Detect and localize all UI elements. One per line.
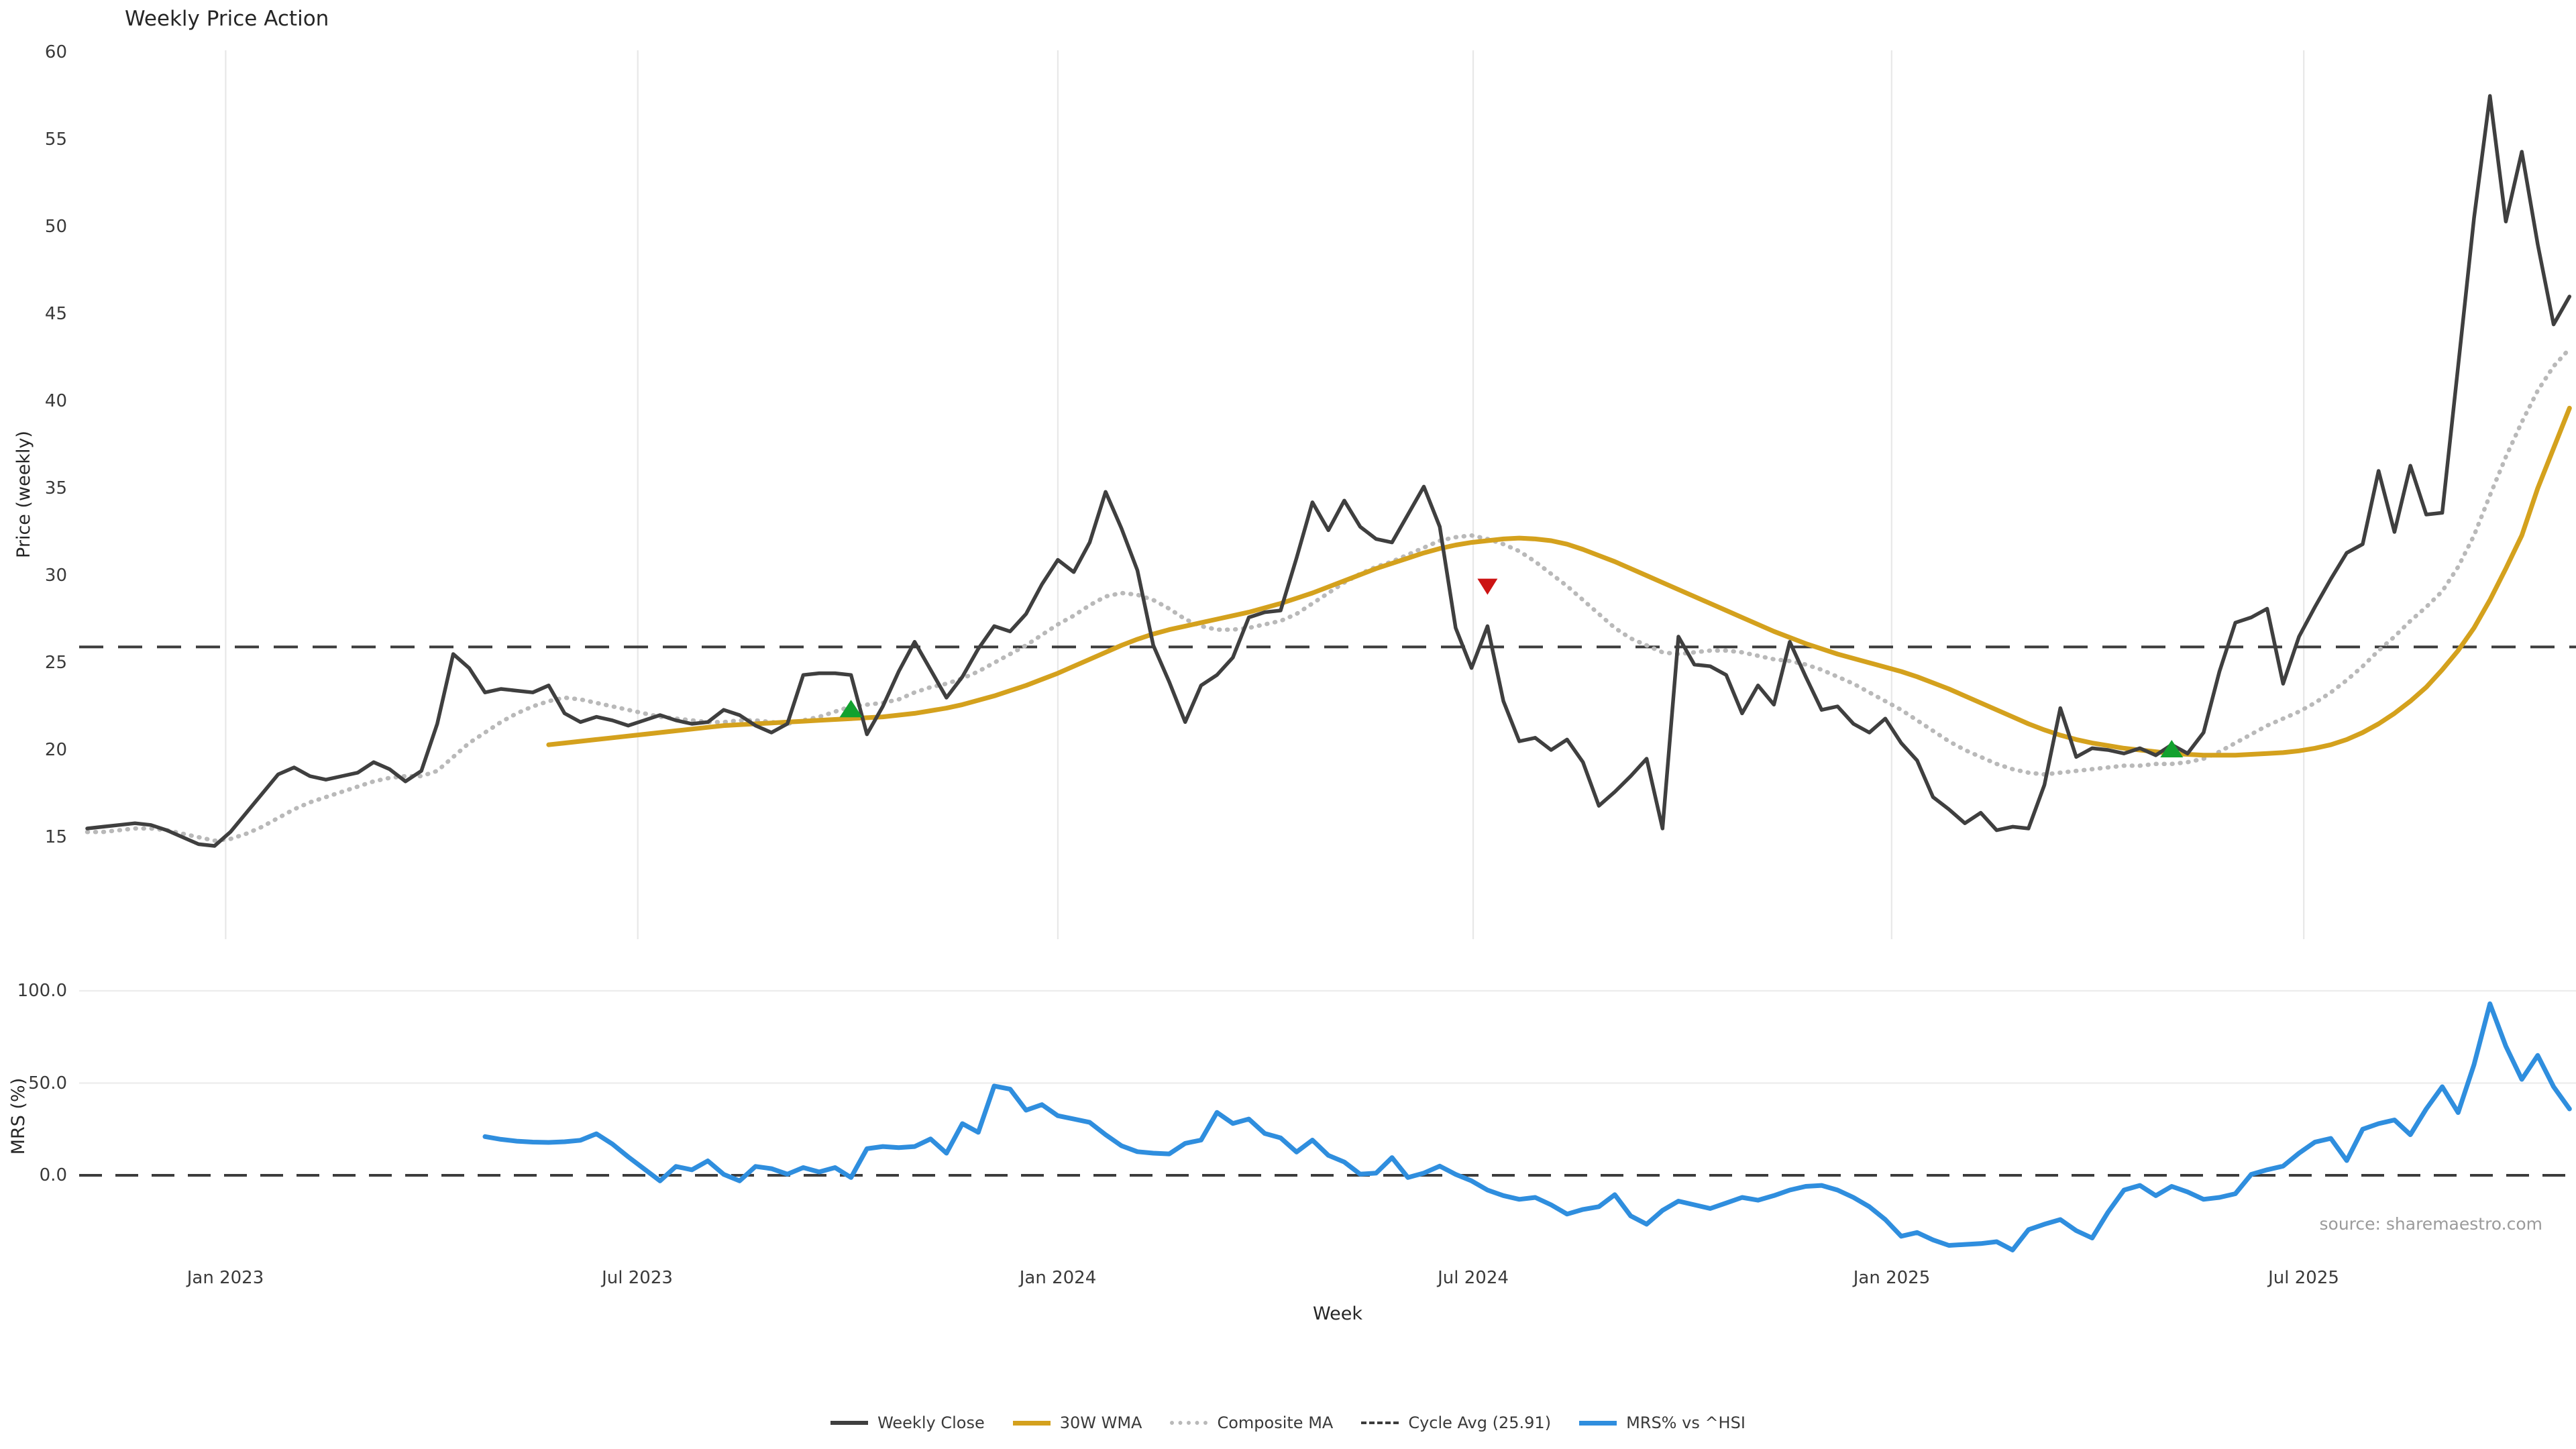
price-tick-40: 40 — [44, 391, 67, 411]
x-tick-jul-2024: Jul 2024 — [1438, 1268, 1509, 1288]
legend-label: MRS% vs ^HSI — [1626, 1413, 1746, 1432]
x-tick-jan-2024: Jan 2024 — [1019, 1268, 1097, 1288]
composite-ma-line — [85, 346, 2572, 843]
y-axis-label-mrs: MRS (%) — [8, 1077, 29, 1155]
wma-swatch-icon — [1012, 1420, 1051, 1426]
price-tick-60: 60 — [44, 42, 67, 62]
chart-title: Weekly Price Action — [125, 7, 329, 31]
x-tick-jul-2023: Jul 2023 — [602, 1268, 673, 1288]
composite-ma-swatch-icon — [1170, 1421, 1208, 1425]
x-axis-label-week: Week — [1313, 1303, 1362, 1324]
legend-item-30w-wma: 30W WMA — [1012, 1413, 1142, 1433]
source-attribution: source: sharemaestro.com — [2319, 1214, 2543, 1234]
buy-signal-marker-icon — [839, 700, 863, 718]
legend-label: Composite MA — [1217, 1413, 1334, 1432]
legend: Weekly Close 30W WMA Composite MA Cycle … — [0, 1413, 2576, 1433]
price-tick-35: 35 — [44, 478, 67, 498]
mrs-swatch-icon — [1579, 1420, 1617, 1426]
legend-item-composite-ma: Composite MA — [1170, 1413, 1333, 1433]
legend-label: Cycle Avg (25.91) — [1408, 1413, 1552, 1432]
price-tick-30: 30 — [44, 566, 67, 586]
legend-label: 30W WMA — [1059, 1413, 1142, 1432]
sell-signal-marker-icon — [1477, 578, 1498, 595]
price-tick-25: 25 — [44, 653, 67, 673]
legend-item-weekly-close: Weekly Close — [830, 1413, 985, 1433]
price-tick-45: 45 — [44, 304, 67, 324]
mrs-tick-50: 50.0 — [28, 1073, 67, 1093]
mrs-tick-0: 0.0 — [39, 1165, 67, 1185]
price-tick-15: 15 — [44, 827, 67, 847]
wma-30w-line — [546, 405, 2572, 758]
x-tick-jan-2023: Jan 2023 — [186, 1268, 264, 1288]
legend-item-cycle-avg: Cycle Avg (25.91) — [1361, 1413, 1551, 1433]
x-tick-jan-2025: Jan 2025 — [1853, 1268, 1931, 1288]
mrs-tick-100: 100.0 — [17, 981, 67, 1001]
price-tick-50: 50 — [44, 217, 67, 237]
weekly-close-swatch-icon — [830, 1421, 869, 1425]
y-axis-label-price: Price (weekly) — [13, 431, 34, 558]
price-tick-20: 20 — [44, 740, 67, 760]
x-tick-jul-2025: Jul 2025 — [2268, 1268, 2339, 1288]
cycle-avg-swatch-icon — [1361, 1421, 1399, 1424]
legend-item-mrs: MRS% vs ^HSI — [1579, 1413, 1746, 1433]
buy-signal-marker-icon — [2160, 740, 2184, 757]
price-tick-55: 55 — [44, 129, 67, 150]
legend-label: Weekly Close — [877, 1413, 985, 1432]
mrs-line — [482, 1001, 2572, 1252]
weekly-close-line — [85, 94, 2572, 848]
